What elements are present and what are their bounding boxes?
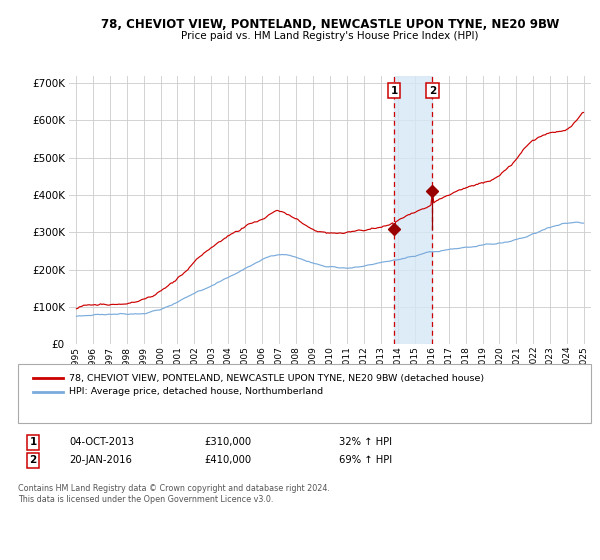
Text: 1: 1: [391, 86, 398, 96]
Text: 69% ↑ HPI: 69% ↑ HPI: [339, 455, 392, 465]
Text: 04-OCT-2013: 04-OCT-2013: [69, 437, 134, 447]
Text: 78, CHEVIOT VIEW, PONTELAND, NEWCASTLE UPON TYNE, NE20 9BW: 78, CHEVIOT VIEW, PONTELAND, NEWCASTLE U…: [101, 18, 559, 31]
Text: 32% ↑ HPI: 32% ↑ HPI: [339, 437, 392, 447]
Text: 20-JAN-2016: 20-JAN-2016: [69, 455, 132, 465]
Text: £310,000: £310,000: [204, 437, 251, 447]
Text: £410,000: £410,000: [204, 455, 251, 465]
Text: 1: 1: [29, 437, 37, 447]
Text: 2: 2: [429, 86, 436, 96]
Text: 2: 2: [29, 455, 37, 465]
Bar: [394, 76, 433, 344]
Text: 78, CHEVIOT VIEW, PONTELAND, NEWCASTLE UPON TYNE, NE20 9BW (detached house): 78, CHEVIOT VIEW, PONTELAND, NEWCASTLE U…: [69, 374, 484, 382]
Text: Price paid vs. HM Land Registry's House Price Index (HPI): Price paid vs. HM Land Registry's House …: [181, 31, 479, 41]
Text: Contains HM Land Registry data © Crown copyright and database right 2024.
This d: Contains HM Land Registry data © Crown c…: [18, 484, 330, 504]
Text: HPI: Average price, detached house, Northumberland: HPI: Average price, detached house, Nort…: [69, 388, 323, 396]
